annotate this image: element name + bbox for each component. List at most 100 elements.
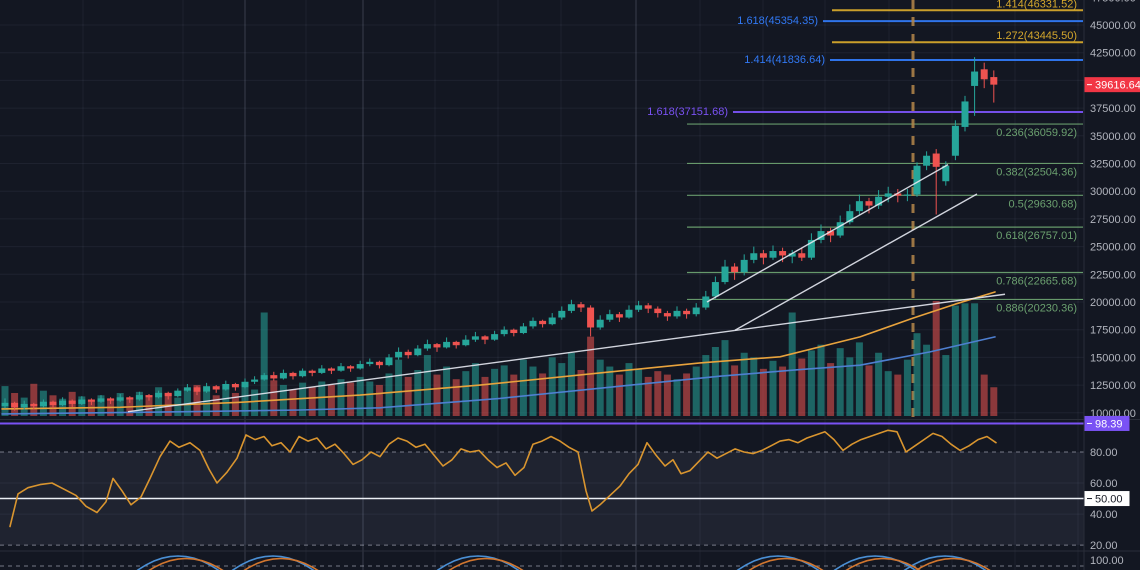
price-tick-label: 17500.00 <box>1090 325 1136 337</box>
rsi-tick-label: 20.00 <box>1090 540 1118 552</box>
volume-bar <box>875 352 883 416</box>
ma-slow-line <box>1 336 996 415</box>
rsi-value-tag: 98.39 <box>1084 415 1130 431</box>
rsi-tick-label: 40.00 <box>1090 509 1118 521</box>
volume-bar <box>587 336 595 416</box>
volume-bar <box>510 374 518 416</box>
volume-bar <box>366 381 374 416</box>
price-tick-label: 45000.00 <box>1090 20 1136 32</box>
price-tick-label: 27500.00 <box>1090 214 1136 226</box>
volume-bar <box>558 363 566 416</box>
trend-line[interactable] <box>127 293 1006 413</box>
volume-bar <box>731 365 739 416</box>
volume-bar <box>193 384 201 416</box>
price-tick-label: 15000.00 <box>1090 352 1136 364</box>
rsi-line <box>9 429 997 528</box>
price-tick-label: 47500.00 <box>1090 0 1136 4</box>
fib-label: 0.886(20230.36) <box>996 302 1077 314</box>
volume-bar <box>183 389 191 416</box>
rsi-tick-label: 60.00 <box>1090 478 1118 490</box>
svg-text:39616.64: 39616.64 <box>1095 80 1140 92</box>
volume-bar <box>395 359 403 416</box>
volume-bar <box>529 366 537 416</box>
volume-bar <box>500 365 508 416</box>
volume-bar <box>375 384 383 416</box>
volume-bar <box>116 393 124 416</box>
volume-bar <box>289 389 297 416</box>
volume-bar <box>980 374 988 416</box>
volume-bar <box>788 312 796 416</box>
volume-bar <box>308 387 316 416</box>
volume-bar <box>951 305 959 416</box>
volume-bar <box>471 363 479 416</box>
volume-bar <box>97 395 105 416</box>
volume-bar <box>615 374 623 416</box>
volume-bar <box>433 374 441 416</box>
candles <box>1 57 998 411</box>
price-tick-label: 30000.00 <box>1090 186 1136 198</box>
volume-bar <box>606 366 614 416</box>
ma-fast-line <box>1 291 996 410</box>
volume-bar <box>635 368 643 416</box>
volume-bar <box>865 365 873 416</box>
fib-label: 1.618(45354.35) <box>737 15 818 27</box>
fib-label: 0.236(36059.92) <box>996 127 1077 139</box>
volume-bar <box>356 376 364 416</box>
volume-bar <box>740 352 748 416</box>
volume-bar <box>462 371 470 416</box>
price-tick-label: 35000.00 <box>1090 131 1136 143</box>
volume-bar <box>884 371 892 416</box>
volume-bar <box>519 359 527 416</box>
fib-label: 1.618(37151.68) <box>647 106 728 118</box>
volume-bar <box>251 389 259 416</box>
volume-bar <box>855 342 863 416</box>
volume-bar <box>644 376 652 416</box>
volume-bar <box>807 350 815 416</box>
price-tick-label: 20000.00 <box>1090 297 1136 309</box>
price-tick-label: 42500.00 <box>1090 48 1136 60</box>
volume-bar <box>577 370 585 416</box>
price-axis[interactable]: 47500.00 45000.00 42500.00 37500.00 35000.00… <box>1084 0 1140 567</box>
price-tick-label: 25000.00 <box>1090 242 1136 254</box>
volume-bar <box>270 380 278 416</box>
volume-bar <box>385 373 393 416</box>
fib-label: 1.272(43445.50) <box>996 30 1077 42</box>
volume-bar <box>625 363 633 416</box>
volume-bar <box>404 376 412 416</box>
volume-bar <box>903 359 911 416</box>
volume-bar <box>443 366 451 416</box>
price-tick-label: 22500.00 <box>1090 269 1136 281</box>
volume-bar <box>779 366 787 416</box>
fib-label: 1.414(41836.64) <box>744 54 825 66</box>
trend-line[interactable] <box>706 163 949 303</box>
volume-bar <box>30 383 38 416</box>
volume-bar <box>961 303 969 416</box>
volume-bar <box>692 366 700 416</box>
volume-bar <box>798 358 806 416</box>
price-tick-label: 12500.00 <box>1090 380 1136 392</box>
volume-bar <box>260 312 268 416</box>
volume-bar <box>663 374 671 416</box>
rsi-mid-tag: 50.00 <box>1084 491 1130 507</box>
volume-bar <box>414 370 422 416</box>
volume-bar <box>817 344 825 416</box>
volume-bar <box>702 355 710 416</box>
trend-line[interactable] <box>734 193 978 331</box>
volume-bar <box>318 381 326 416</box>
svg-text:50.00: 50.00 <box>1095 494 1123 506</box>
volume-bar <box>481 376 489 416</box>
last-price-tag: 39616.64 <box>1084 77 1140 93</box>
volume-bar <box>923 344 931 416</box>
volume-bar <box>759 368 767 416</box>
svg-text:98.39: 98.39 <box>1095 418 1123 430</box>
fib-label: 0.382(32504.36) <box>996 166 1077 178</box>
stoch-orange-line <box>148 557 991 570</box>
volume-bar <box>155 387 163 416</box>
fib-levels: 1.414(46331.52) 1.618(45354.35) 1.272(4344… <box>647 0 1083 314</box>
volume-bar <box>212 395 220 416</box>
volume-bar <box>347 382 355 416</box>
fib-label: 0.618(26757.01) <box>996 230 1077 242</box>
volume-bar <box>683 373 691 416</box>
